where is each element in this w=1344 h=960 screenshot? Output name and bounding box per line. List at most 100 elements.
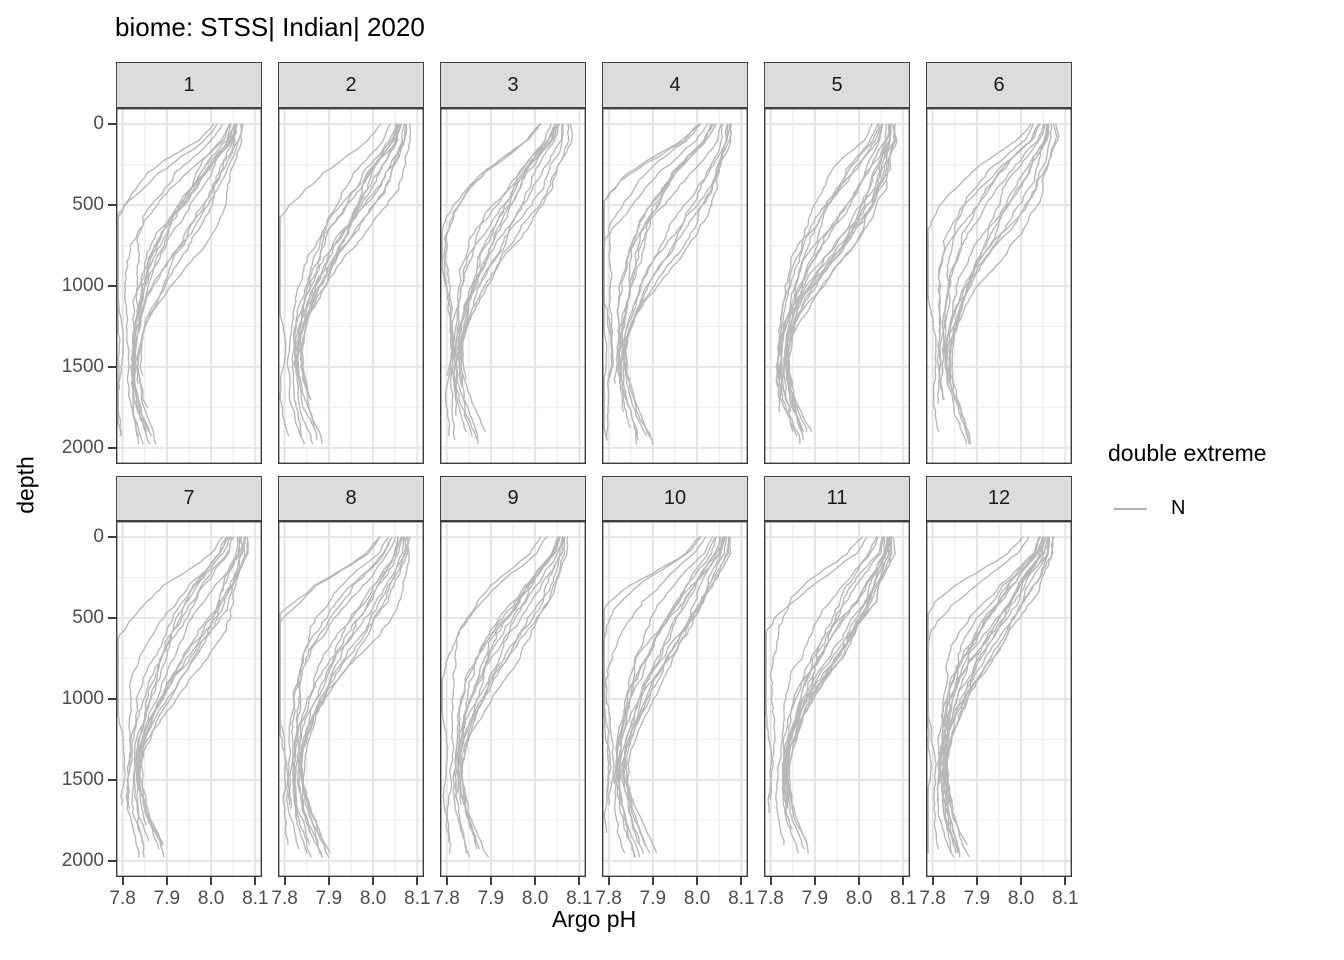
x-tick-mark: [534, 877, 537, 885]
facet-strip-label: 7: [183, 487, 195, 509]
y-tick-label: 1500: [61, 355, 104, 377]
x-tick-label: 8.0: [521, 888, 549, 909]
x-tick-label: 8.1: [566, 888, 593, 909]
facet-strip: 12: [926, 476, 1072, 521]
x-tick-mark: [578, 877, 581, 885]
facet-panel-3: [440, 108, 586, 464]
x-tick-mark: [445, 877, 448, 885]
profile-line: [117, 536, 224, 805]
facet-strip-label: 2: [345, 73, 357, 96]
profile-line: [135, 536, 235, 842]
panel-border: [764, 521, 910, 877]
profile-line: [945, 123, 1053, 445]
profile-line: [622, 123, 731, 437]
x-tick-label: 8.0: [1007, 888, 1035, 909]
profile-line: [938, 123, 1040, 400]
profile-line: [783, 123, 884, 437]
profile-line: [765, 536, 868, 813]
profile-line: [620, 123, 714, 429]
profile-line: [459, 123, 573, 433]
profile-line: [941, 123, 1035, 376]
x-tick-label: 7.8: [271, 888, 298, 909]
facet-strip: 7: [116, 476, 262, 521]
profile-line: [131, 123, 236, 380]
profile-line: [135, 536, 239, 785]
line-key-icon: [1114, 507, 1147, 510]
y-tick-label: 2000: [61, 849, 104, 871]
panel-border: [278, 521, 424, 877]
profile-line: [302, 536, 404, 858]
profile-line: [137, 536, 242, 858]
facet-strip: 5: [764, 62, 910, 108]
y-tick-label: 0: [93, 113, 104, 135]
profile-line: [949, 123, 1048, 445]
profile-line: [616, 123, 723, 372]
x-tick-mark: [931, 877, 934, 885]
facet-strip: 11: [764, 476, 910, 521]
profile-line: [296, 123, 408, 368]
profile-line: [624, 123, 728, 372]
y-tick-mark: [108, 285, 116, 287]
facet-strip: 6: [926, 62, 1072, 108]
profile-line: [613, 123, 714, 384]
profile-line: [286, 123, 397, 445]
facet-strip: 9: [440, 476, 586, 521]
y-tick-label: 1500: [61, 768, 104, 790]
x-tick-mark: [1020, 877, 1023, 885]
profile-line: [784, 123, 897, 441]
x-tick-label: 7.9: [963, 888, 991, 909]
profile-line: [138, 536, 245, 846]
profile-line: [785, 536, 884, 797]
y-tick-mark: [108, 859, 116, 862]
x-tick-mark: [696, 877, 699, 885]
profile-line: [126, 536, 232, 858]
panel-border: [602, 521, 748, 877]
facet-strip-label: 11: [826, 487, 848, 509]
profile-line: [455, 123, 563, 441]
profile-line: [131, 123, 232, 445]
facet-strip: 2: [278, 62, 424, 108]
profile-line: [939, 123, 1045, 400]
y-tick-label: 1000: [61, 275, 104, 296]
x-tick-label: 8.0: [845, 888, 873, 909]
profile-line: [133, 536, 231, 846]
profile-line: [944, 536, 1055, 846]
x-tick-label: 8.0: [683, 888, 711, 909]
plot-title: biome: STSS| Indian| 2020: [115, 12, 425, 42]
facet-panel-1: [116, 108, 262, 464]
x-tick-mark: [210, 877, 213, 885]
panel-border: [440, 108, 586, 464]
x-tick-mark: [769, 877, 772, 885]
profile-line: [293, 536, 390, 858]
profile-line: [138, 536, 243, 826]
panel-border: [116, 521, 262, 877]
x-tick-mark: [283, 877, 286, 885]
y-tick-mark: [108, 365, 116, 368]
x-tick-label: 8.1: [1052, 888, 1079, 909]
y-tick-mark: [108, 446, 116, 449]
y-tick-label: 500: [72, 194, 104, 216]
profile-line: [291, 123, 391, 437]
x-tick-mark: [975, 877, 978, 885]
x-tick-mark: [165, 877, 168, 885]
facet-panel-4: [602, 108, 748, 464]
x-tick-label: 7.8: [595, 888, 622, 909]
profile-line: [279, 536, 381, 846]
x-tick-mark: [372, 877, 375, 885]
facet-panel-8: [278, 521, 424, 877]
x-tick-label: 7.8: [919, 888, 946, 909]
profile-line: [125, 536, 228, 801]
legend: double extreme N: [1108, 440, 1344, 520]
facet-strip: 10: [602, 476, 748, 521]
profile-line: [603, 123, 701, 388]
facet-panel-7: [116, 521, 262, 877]
profile-line: [453, 123, 564, 437]
profile-line: [292, 536, 405, 846]
x-tick-label: 8.1: [728, 888, 755, 909]
profile-line: [297, 536, 407, 858]
facet-strip: 3: [440, 62, 586, 108]
profile-line: [614, 536, 717, 854]
profile-line: [295, 123, 401, 368]
profile-line: [458, 536, 564, 805]
x-tick-mark: [902, 877, 905, 885]
